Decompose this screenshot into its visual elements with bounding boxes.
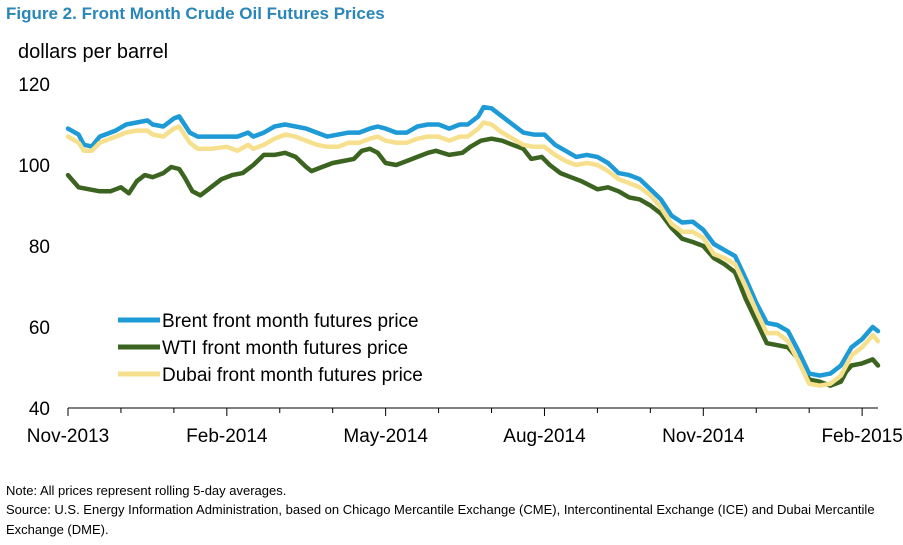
- y-tick-label-0: 40: [29, 399, 50, 420]
- crude-oil-price-chart: dollars per barrel 40 60 80 100 120 Nov-2013 F…: [18, 41, 903, 447]
- axis-layer: 40 60 80 100 120 Nov-2013 Feb-2014 May-2014 Aug-…: [18, 75, 902, 447]
- series-line-2: [65, 120, 881, 388]
- legend-label-1: WTI front month futures price: [162, 338, 408, 359]
- y-tick-label-2: 80: [29, 237, 50, 258]
- series-line-0: [65, 104, 881, 378]
- legend-label-0: Brent front month futures price: [162, 311, 419, 332]
- x-tick-label-3: Aug-2014: [503, 426, 586, 447]
- y-tick-label-4: 120: [18, 75, 50, 96]
- legend: Brent front month futures price WTI front…: [118, 311, 423, 386]
- y-axis-label: dollars per barrel: [18, 41, 168, 63]
- y-tick-label-1: 60: [29, 318, 50, 339]
- note-text: Note: All prices represent rolling 5-day…: [6, 483, 287, 498]
- x-tick-label-5: Feb-2015: [821, 426, 902, 447]
- legend-label-2: Dubai front month futures price: [162, 365, 423, 386]
- x-tick-label-1: Feb-2014: [186, 426, 268, 447]
- x-tick-label-2: May-2014: [343, 426, 428, 447]
- series-layer: [65, 104, 881, 388]
- x-tick-label-0: Nov-2013: [27, 426, 109, 447]
- y-tick-label-3: 100: [18, 156, 50, 177]
- figure-title: Figure 2. Front Month Crude Oil Futures …: [6, 4, 385, 23]
- series-line-1: [65, 136, 881, 388]
- source-text: Source: U.S. Energy Information Administ…: [6, 502, 875, 537]
- x-tick-label-4: Nov-2014: [662, 426, 745, 447]
